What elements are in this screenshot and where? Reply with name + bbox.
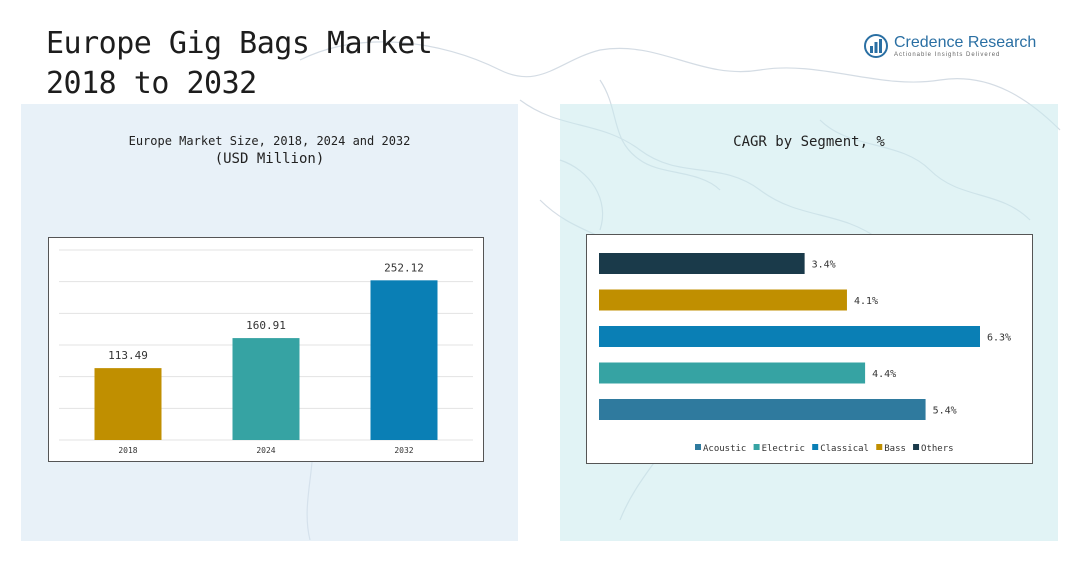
hbar-electric [599,362,866,384]
legend-swatch [753,444,760,450]
legend-swatch [695,444,701,450]
hbar-value-label: 4.1% [854,296,878,307]
legend-swatch [876,444,883,450]
bar-2032 [370,280,438,440]
cagr-legend: Acoustic Electric Classical Bass Others [695,444,954,454]
market-size-title: Europe Market Size, 2018, 2024 and 2032 [128,134,411,148]
market-size-title-block: Europe Market Size, 2018, 2024 and 2032 … [21,132,518,168]
credence-logo-icon [864,34,888,58]
legend-label-acoustic: Acoustic [703,444,746,454]
legend-swatch [812,444,819,450]
hbar-others [599,253,805,274]
market-size-chart-frame: 113.49 2018 160.91 2024 252.12 2032 [48,237,484,462]
bar-2018 [94,368,162,440]
hbar-value-label: 6.3% [987,333,1011,344]
bar-value-label: 252.12 [384,261,424,274]
page-title: Europe Gig Bags Market 2018 to 2032 [46,24,433,104]
market-size-bar-chart: 113.49 2018 160.91 2024 252.12 2032 [59,249,473,455]
market-size-subtitle: (USD Million) [214,151,325,167]
legend-swatch [913,444,920,450]
hbar-classical [599,326,980,347]
cagr-title: CAGR by Segment, % [733,134,885,150]
hbar-value-label: 4.4% [872,369,896,380]
hbar-value-label: 3.4% [812,260,836,271]
page-title-line2: 2018 to 2032 [46,66,257,101]
page-title-line1: Europe Gig Bags Market [46,26,433,61]
x-tick-label: 2018 [118,446,137,455]
bar-value-label: 160.91 [246,319,286,332]
cagr-chart-frame: 3.4% 4.1% 6.3% 4.4% 5.4% Acoustic Electric Clas… [586,234,1033,464]
legend-label-bass: Bass [884,444,906,454]
legend-label-classical: Classical [820,444,869,454]
bar-2024 [232,338,300,440]
x-tick-label: 2032 [394,446,413,455]
hbar-acoustic [599,399,926,420]
bar-value-label: 113.49 [108,349,148,362]
cagr-horizontal-bar-chart: 3.4% 4.1% 6.3% 4.4% 5.4% Acoustic Electric Clas… [599,253,1011,454]
x-tick-label: 2024 [256,446,275,455]
legend-label-others: Others [921,444,954,454]
hbar-value-label: 5.4% [933,406,957,417]
legend-label-electric: Electric [762,444,805,454]
brand-logo-block: Credence Research Actionable Insights De… [864,34,1036,58]
brand-name: Credence Research [894,34,1037,51]
hbar-bass [599,289,847,311]
brand-tagline: Actionable Insights Delivered [894,52,1001,58]
